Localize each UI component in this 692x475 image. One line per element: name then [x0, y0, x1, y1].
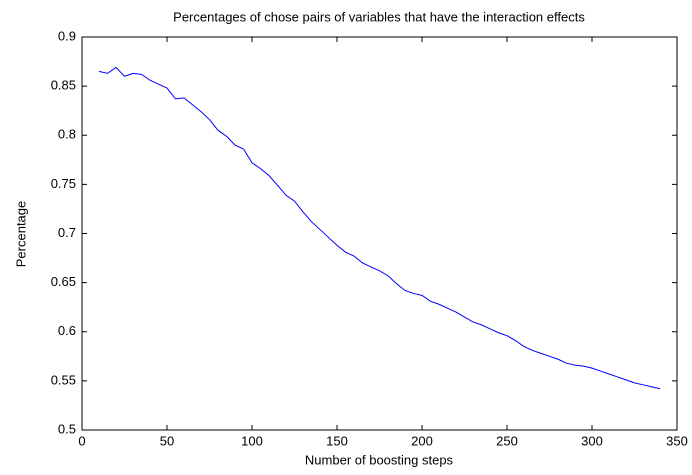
x-tick-label: 100: [241, 433, 263, 448]
y-tick-label: 0.7: [58, 225, 76, 240]
data-line: [98, 66, 661, 390]
y-tick-label: 0.5: [58, 421, 76, 436]
y-tick-label: 0.85: [51, 78, 76, 93]
y-tick-label: 0.55: [51, 372, 76, 387]
y-tick-label: 0.65: [51, 274, 76, 289]
x-axis-label: Number of boosting steps: [305, 452, 454, 467]
y-axis-label: Percentage: [13, 201, 28, 268]
x-tick-label: 300: [581, 433, 603, 448]
chart-title: Percentages of chose pairs of variables …: [173, 9, 585, 24]
y-tick-label: 0.6: [58, 323, 76, 338]
plot-frame: [81, 36, 678, 431]
x-tick-label: 350: [666, 433, 688, 448]
x-tick-label: 200: [411, 433, 433, 448]
y-tick-label: 0.8: [58, 127, 76, 142]
x-tick-label: 50: [160, 433, 174, 448]
y-tick-label: 0.75: [51, 176, 76, 191]
x-tick-label: 150: [326, 433, 348, 448]
y-tick-label: 0.9: [58, 28, 76, 43]
x-tick-label: 0: [78, 433, 85, 448]
x-tick-label: 250: [496, 433, 518, 448]
